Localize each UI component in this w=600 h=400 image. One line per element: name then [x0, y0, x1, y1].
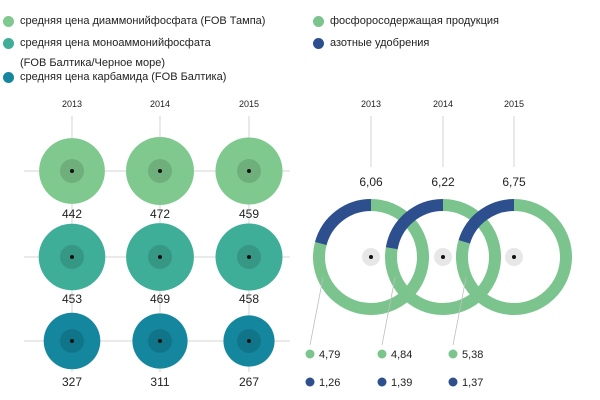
legend-right-item-1-swatch	[313, 16, 324, 27]
donut-2015-nitrogen-arc	[458, 199, 515, 244]
bubble-center-dot	[70, 169, 74, 173]
donut-value-label: 5,38	[462, 349, 483, 361]
legend-left-item-2-swatch	[3, 38, 14, 49]
legend-right-item-1-label: фосфоросодержащая продукция	[330, 15, 499, 27]
legend-left-item-1-swatch	[3, 16, 14, 27]
donut-value-swatch	[305, 349, 315, 359]
bubble-value-label: 459	[239, 207, 259, 221]
legend-left-item-1: средняя цена диаммонийфосфата (FOB Тампа…	[3, 14, 265, 29]
bubble-center-dot	[158, 169, 162, 173]
bubble-center-dot	[247, 339, 251, 343]
donut-leader	[452, 277, 467, 346]
legend-right-item-1: фосфоросодержащая продукция	[313, 14, 499, 29]
donut-value-label: 1,39	[391, 377, 412, 389]
bubble-center-dot	[158, 339, 162, 343]
donut-value-swatch	[448, 349, 458, 359]
bubble-value-label: 472	[150, 207, 170, 221]
donut-year-2013: 2013	[361, 99, 381, 109]
donut-center-dot	[369, 255, 373, 259]
donut-total-label: 6,75	[502, 175, 526, 189]
donut-year-2015: 2015	[504, 99, 524, 109]
legend-right-item-2: азотные удобрения	[313, 36, 429, 51]
donut-total-label: 6,22	[431, 175, 455, 189]
donut-value-label: 1,37	[462, 377, 483, 389]
legend-right-item-2-swatch	[313, 38, 324, 49]
donut-value-label: 4,79	[319, 349, 340, 361]
bubble-year-2013: 2013	[62, 99, 82, 109]
donut-2014-nitrogen-arc	[385, 199, 444, 250]
bubble-center-dot	[247, 255, 251, 259]
legend: средняя цена диаммонийфосфата (FOB Тампа…	[0, 0, 600, 90]
bubble-value-label: 267	[239, 375, 259, 389]
bubble-center-dot	[158, 255, 162, 259]
donut-value-label: 4,84	[391, 349, 412, 361]
bubble-year-2014: 2014	[150, 99, 170, 109]
legend-left-item-1-label: средняя цена диаммонийфосфата (FOB Тампа…	[20, 15, 266, 27]
bubble-value-label: 458	[239, 292, 259, 306]
donut-total-label: 6,06	[359, 175, 383, 189]
donut-value-swatch	[377, 377, 387, 387]
bubble-center-dot	[247, 169, 251, 173]
donut-value-swatch	[448, 377, 458, 387]
donut-leader	[309, 277, 324, 346]
donut-2015-phosphate-arc	[456, 199, 572, 315]
donut-center-dot	[441, 255, 445, 259]
bubble-center-dot	[70, 339, 74, 343]
donut-value-swatch	[305, 377, 315, 387]
bubble-year-2015: 2015	[239, 99, 259, 109]
legend-left-item-2-label: средняя цена моноаммонийфосфата (FOB Балт…	[20, 37, 211, 69]
legend-left-item-3-swatch	[3, 72, 14, 83]
donut-value-swatch	[377, 349, 387, 359]
bubble-value-label: 311	[150, 375, 169, 389]
donut-leader	[381, 277, 396, 346]
legend-left-item-2: средняя цена моноаммонийфосфата (FOB Балт…	[3, 36, 211, 71]
donut-2013-nitrogen-arc	[314, 199, 372, 246]
bubble-value-label: 469	[150, 292, 170, 306]
donut-center-dot	[512, 255, 516, 259]
legend-left-item-3-label: средняя цена карбамида (FOB Балтика)	[20, 71, 227, 83]
donut-value-label: 1,26	[319, 377, 340, 389]
bubble-value-label: 327	[62, 375, 82, 389]
legend-right-item-2-label: азотные удобрения	[330, 37, 430, 49]
legend-left-item-3: средняя цена карбамида (FOB Балтика)	[3, 70, 226, 85]
bubble-value-label: 453	[62, 292, 82, 306]
bubble-value-label: 442	[62, 207, 82, 221]
bubble-center-dot	[70, 255, 74, 259]
donut-year-2014: 2014	[433, 99, 453, 109]
